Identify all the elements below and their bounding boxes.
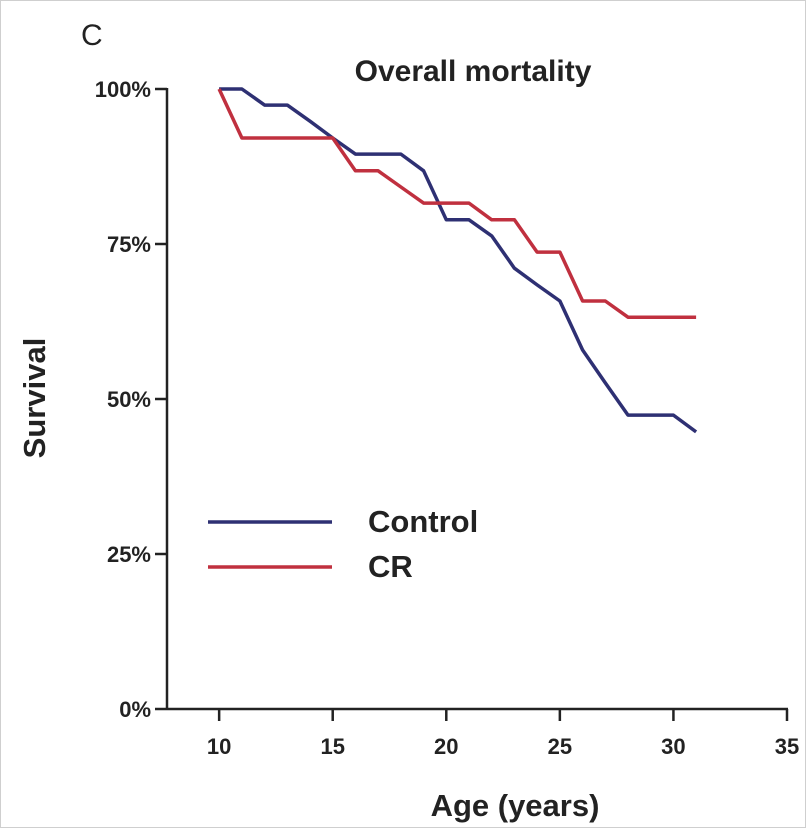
y-tick-label: 25% xyxy=(107,542,151,567)
x-tick-label: 20 xyxy=(434,734,458,759)
x-tick-label: 35 xyxy=(775,734,799,759)
series-line-cr xyxy=(217,88,697,319)
y-tick-label: 100% xyxy=(95,77,151,102)
x-tick-label: 10 xyxy=(207,734,231,759)
x-axis-title: Age (years) xyxy=(431,788,600,823)
legend: Control CR xyxy=(208,504,478,584)
x-tick-label: 25 xyxy=(548,734,572,759)
legend-label-control: Control xyxy=(368,504,478,539)
y-tick-label: 50% xyxy=(107,387,151,412)
y-ticks: 0% 25% 50% 75% 100% xyxy=(95,77,167,722)
chart-title: Overall mortality xyxy=(355,55,592,88)
x-ticks: 10 15 20 25 30 35 xyxy=(207,709,799,759)
series-line-control xyxy=(219,87,698,434)
y-tick-label: 0% xyxy=(119,697,151,722)
series-group xyxy=(217,87,698,434)
axes xyxy=(165,88,788,711)
y-tick-label: 75% xyxy=(107,232,151,257)
x-tick-label: 30 xyxy=(661,734,685,759)
x-tick-label: 15 xyxy=(320,734,344,759)
panel-label: C xyxy=(81,19,103,52)
legend-label-cr: CR xyxy=(368,549,413,584)
y-axis-title: Survival xyxy=(17,338,52,459)
